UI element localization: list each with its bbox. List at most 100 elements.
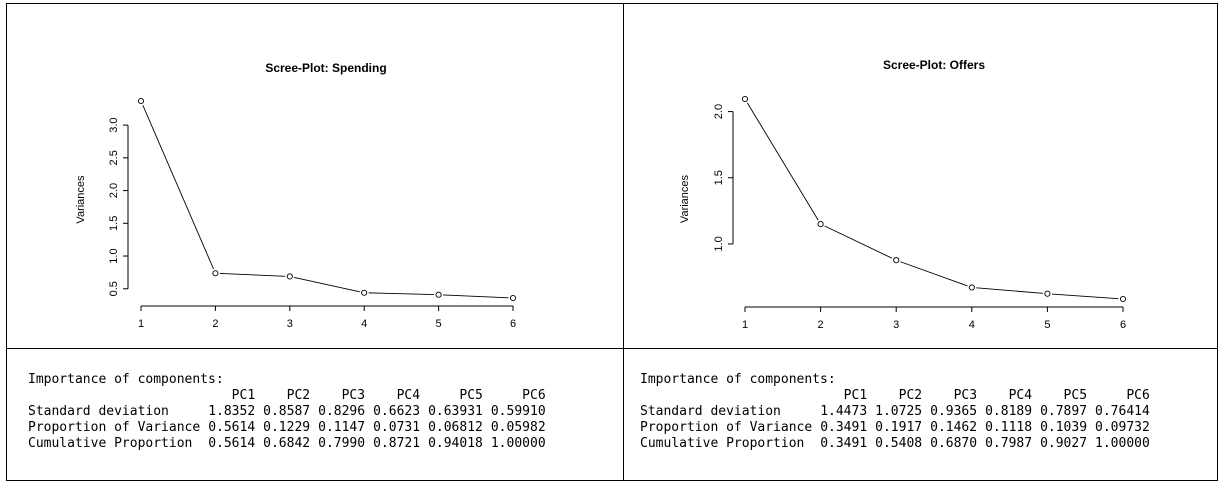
series-segment	[142, 104, 215, 270]
x-tick-label: 4	[969, 319, 975, 331]
series-segment	[900, 261, 968, 287]
cell-value: 0.8587	[263, 404, 311, 419]
column-header: PC5	[459, 388, 483, 403]
row-label: Proportion of Variance	[28, 420, 201, 435]
cell-value: 0.5408	[875, 436, 923, 451]
y-tick-label: 1.0	[108, 248, 120, 263]
cell-value: 0.3491	[820, 420, 868, 435]
cell-value: 0.6870	[930, 436, 978, 451]
summary-corner	[640, 388, 812, 404]
summary-table: PC1 PC2 PC3 PC4 PC5 PC6 Standard deviati…	[640, 388, 1150, 452]
y-tick-label: 1.5	[108, 216, 120, 231]
y-tick-label: 0.5	[108, 281, 120, 296]
column-header: PC5	[1063, 388, 1088, 403]
x-tick-label: 3	[287, 318, 293, 330]
column-header: PC1	[843, 388, 868, 403]
data-point	[509, 294, 517, 302]
data-point	[741, 95, 749, 103]
column-header: PC2	[286, 388, 311, 403]
series-segment	[443, 294, 509, 299]
y-tick-label: 2.0	[713, 104, 725, 119]
cell-value: 0.09732	[1095, 420, 1150, 435]
summary-header-row: PC1 PC2 PC3 PC4 PC5 PC6	[28, 388, 546, 404]
cell-value: 0.7987	[985, 436, 1033, 451]
data-point	[435, 291, 442, 298]
x-tick-label: 5	[1044, 319, 1050, 331]
cell-value: 0.1118	[985, 420, 1033, 435]
data-point	[1119, 295, 1127, 303]
summary-heading: Importance of components:	[640, 372, 836, 387]
cell-value: 0.59910	[490, 404, 546, 419]
summary-corner	[28, 388, 200, 404]
data-point	[968, 284, 975, 291]
series-segment	[219, 272, 286, 277]
summary-heading: Importance of components:	[28, 372, 224, 387]
x-tick-label: 6	[1120, 319, 1126, 331]
cell-value: 0.9027	[1040, 436, 1088, 451]
data-point	[361, 289, 368, 296]
series-segment	[1051, 293, 1119, 300]
table-row: Cumulative Proportion 0.3491 0.5408 0.68…	[640, 436, 1150, 452]
row-label: Standard deviation	[28, 404, 169, 419]
series-segment	[976, 287, 1043, 294]
cell-value: 0.6842	[263, 436, 311, 451]
column-header: PC3	[341, 388, 366, 403]
data-point	[893, 257, 900, 264]
cell-value: 0.06812	[428, 420, 483, 435]
pca-summary-offers: Importance of components: PC1 PC2 PC3 PC…	[640, 372, 1150, 452]
panel-divider-vertical	[623, 3, 624, 481]
summary-table: PC1 PC2 PC3 PC4 PC5 PC6 Standard deviati…	[28, 388, 546, 452]
cell-value: 1.4473	[820, 404, 868, 419]
chart-title: Scree-Plot: Offers	[883, 58, 985, 72]
column-header: PC4	[396, 388, 421, 403]
cell-value: 0.8296	[318, 404, 366, 419]
cell-value: 0.7897	[1040, 404, 1088, 419]
figure-frame	[6, 3, 1218, 481]
row-label: Cumulative Proportion	[28, 436, 193, 451]
chart-title: Scree-Plot: Spending	[265, 61, 386, 75]
series-segment	[746, 102, 819, 221]
scree-plot-offers-svg: Scree-Plot: Offers Variances 1.0 1.5 2.0 1 2 3 4…	[679, 58, 1127, 331]
panel-divider-horizontal	[6, 348, 1218, 349]
data-point	[137, 97, 145, 105]
column-header: PC6	[522, 388, 546, 403]
y-tick-label: 2.0	[108, 183, 120, 198]
cell-value: 0.5614	[208, 420, 256, 435]
cell-value: 0.0731	[373, 420, 421, 435]
row-label: Proportion of Variance	[640, 420, 813, 435]
cell-value: 0.6623	[373, 404, 421, 419]
x-tick-label: 1	[742, 319, 748, 331]
x-tick-label: 5	[436, 318, 442, 330]
cell-value: 0.8189	[985, 404, 1033, 419]
y-axis-label: Variances	[679, 174, 691, 223]
cell-value: 1.0725	[875, 404, 923, 419]
cell-value: 1.00000	[1095, 436, 1150, 451]
x-tick-label: 2	[818, 319, 824, 331]
cell-value: 0.1462	[930, 420, 978, 435]
data-point	[212, 270, 219, 277]
x-tick-label: 6	[510, 318, 516, 330]
data-point	[1044, 290, 1051, 297]
data-point	[286, 273, 293, 280]
table-row: Standard deviation 1.8352 0.8587 0.8296 …	[28, 404, 546, 420]
series-segment	[824, 225, 893, 259]
cell-value: 1.00000	[490, 436, 546, 451]
cell-value: 0.63931	[428, 404, 483, 419]
table-row: Standard deviation 1.4473 1.0725 0.9365 …	[640, 404, 1150, 420]
x-tick-label: 1	[138, 318, 144, 330]
scree-plot-spending: Scree-Plot: Spending Variances 0.5 1.0 1.5 2.…	[8, 8, 620, 343]
pca-summary-spending: Importance of components: PC1 PC2 PC3 PC…	[28, 372, 546, 452]
cell-value: 0.3491	[820, 436, 868, 451]
table-row: Proportion of Variance 0.5614 0.1229 0.1…	[28, 420, 546, 436]
table-row: Cumulative Proportion 0.5614 0.6842 0.79…	[28, 436, 546, 452]
column-header: PC6	[1126, 388, 1150, 403]
cell-value: 0.1917	[875, 420, 923, 435]
cell-value: 0.9365	[930, 404, 978, 419]
y-tick-label: 3.0	[108, 117, 120, 132]
scree-plot-spending-svg: Scree-Plot: Spending Variances 0.5 1.0 1.5 2.…	[75, 61, 517, 330]
row-label: Cumulative Proportion	[640, 436, 805, 451]
cell-value: 0.5614	[208, 436, 256, 451]
series-segment	[294, 276, 360, 293]
cell-value: 0.7990	[318, 436, 366, 451]
cell-value: 0.1147	[318, 420, 366, 435]
